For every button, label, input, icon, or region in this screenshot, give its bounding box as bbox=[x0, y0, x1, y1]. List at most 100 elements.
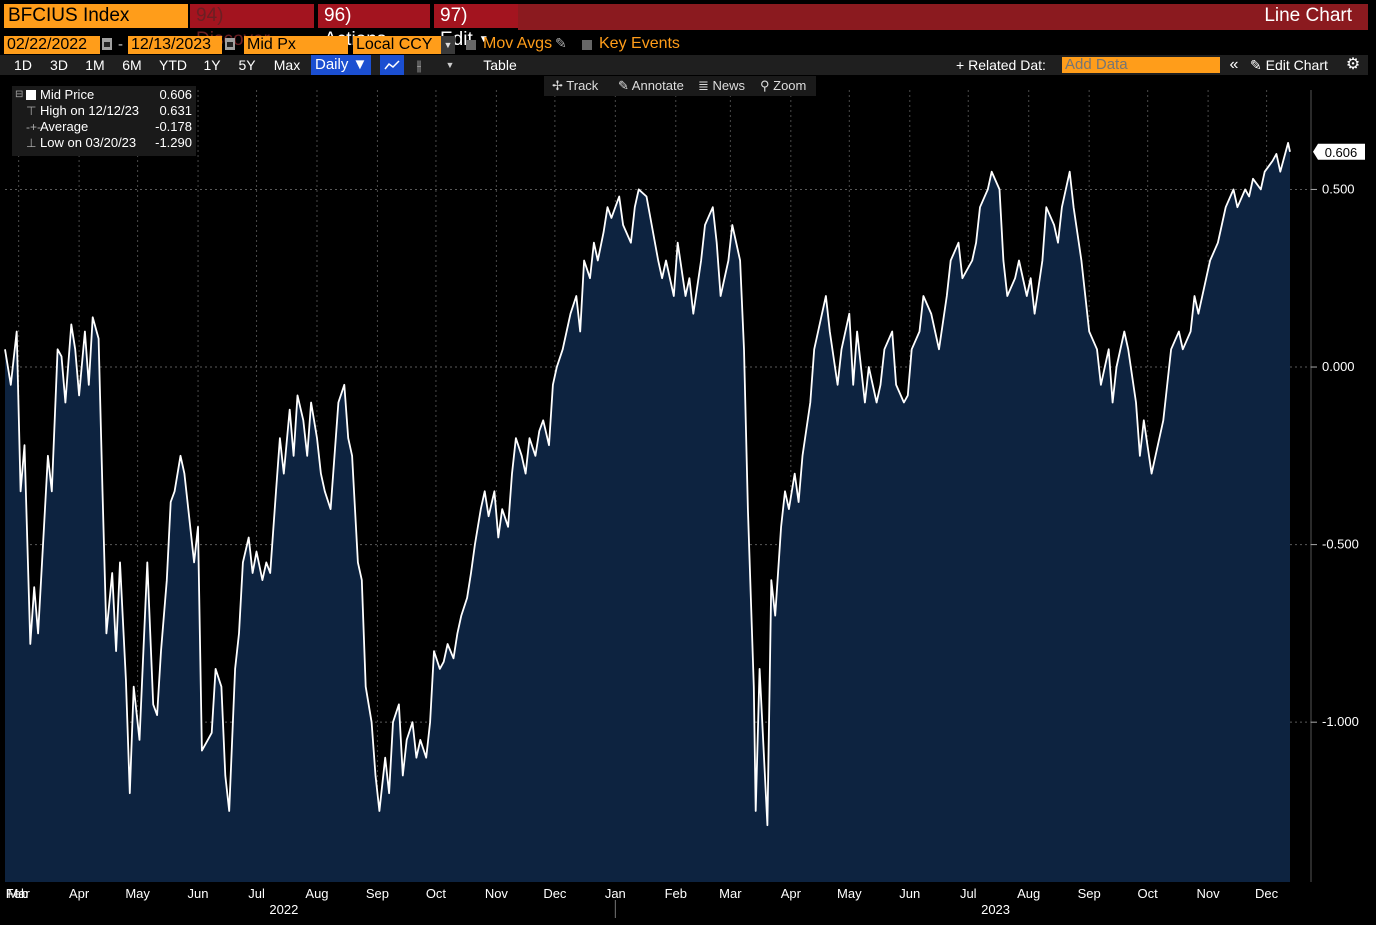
calendar-icon[interactable] bbox=[102, 38, 112, 50]
x-tick-label: Jan bbox=[605, 886, 626, 901]
chevron-down-icon[interactable]: ▼ bbox=[441, 36, 455, 54]
date-separator: - bbox=[118, 36, 123, 53]
x-tick-label: Dec bbox=[1255, 886, 1279, 901]
legend-row-high: ⊤ High on 12/12/23 0.631 bbox=[12, 103, 196, 119]
edit-menu[interactable]: 97) Edit ▼ bbox=[434, 4, 518, 50]
y-tick-label: -0.500 bbox=[1322, 537, 1359, 552]
crosshair-icon: ✢ bbox=[552, 78, 567, 93]
chart-toolbar bbox=[544, 76, 816, 96]
average-marker-icon: -+- bbox=[26, 120, 41, 134]
range-1d-button[interactable]: 1D bbox=[14, 57, 32, 73]
legend-box: ⊟ Mid Price 0.606 ⊤ High on 12/12/23 0.6… bbox=[12, 86, 196, 156]
track-label: Track bbox=[566, 78, 599, 93]
legend-row-series: ⊟ Mid Price 0.606 bbox=[12, 87, 196, 103]
start-date-field[interactable]: 02/22/2022 bbox=[4, 36, 100, 54]
news-icon: ≣ bbox=[698, 78, 713, 93]
price-field-select[interactable]: Mid Px bbox=[244, 36, 348, 54]
range-ytd-button[interactable]: YTD bbox=[159, 57, 187, 73]
pencil-icon: ✎ bbox=[1250, 57, 1266, 73]
x-tick-label: Jul bbox=[248, 886, 265, 901]
pencil-icon: ✎ bbox=[618, 78, 632, 93]
y-tick-label: -1.000 bbox=[1322, 714, 1359, 729]
range-6m-button[interactable]: 6M bbox=[122, 57, 142, 73]
legend-high-label: High on 12/12/23 bbox=[40, 103, 140, 118]
x-tick-label: Nov bbox=[1197, 886, 1221, 901]
mov-avgs-label[interactable]: Mov Avgs bbox=[483, 35, 553, 52]
table-button[interactable]: Table bbox=[483, 57, 517, 73]
last-value-badge bbox=[1313, 143, 1365, 160]
zoom-label: Zoom bbox=[773, 78, 807, 93]
legend-series-label: Mid Price bbox=[40, 87, 95, 102]
x-tick-label: Aug bbox=[305, 886, 328, 901]
legend-series-value: 0.606 bbox=[159, 87, 192, 102]
x-tick-label: Sep bbox=[1078, 886, 1101, 901]
year-label: 2023 bbox=[981, 902, 1010, 917]
plus-icon: + bbox=[956, 57, 969, 73]
x-tick-label: Mar bbox=[7, 886, 30, 901]
news-button[interactable]: ≣ News bbox=[698, 76, 745, 96]
line-chart-icon[interactable] bbox=[380, 55, 404, 75]
year-label: 2022 bbox=[269, 902, 298, 917]
frequency-select[interactable]: Daily ▼ bbox=[311, 55, 371, 75]
x-tick-label: Apr bbox=[69, 886, 90, 901]
annotate-label: Annotate bbox=[631, 78, 684, 93]
range-3d-button[interactable]: 3D bbox=[50, 57, 68, 73]
legend-average-label: Average bbox=[40, 119, 89, 134]
x-tick-label: Jul bbox=[960, 886, 977, 901]
x-tick-label: Jun bbox=[899, 886, 920, 901]
x-tick-label: Feb bbox=[6, 886, 28, 901]
add-data-input[interactable] bbox=[1062, 57, 1220, 73]
edit-chart-label: Edit Chart bbox=[1265, 57, 1328, 73]
range-5y-button[interactable]: 5Y bbox=[238, 57, 256, 73]
series-swatch bbox=[26, 90, 36, 100]
related-data-label: Related Dat: bbox=[968, 57, 1046, 73]
calendar-icon[interactable] bbox=[225, 38, 235, 50]
range-1y-button[interactable]: 1Y bbox=[203, 57, 221, 73]
currency-select[interactable]: Local CCY bbox=[353, 36, 441, 54]
news-label: News bbox=[712, 78, 746, 93]
annotate-button[interactable]: ✎ Annotate bbox=[618, 76, 684, 96]
bar-chart-icon[interactable]: ⫲ bbox=[416, 57, 422, 73]
search-icon: ⚲ bbox=[760, 78, 774, 93]
ticker-field[interactable]: BFCIUS Index bbox=[4, 4, 188, 28]
zoom-button[interactable]: ⚲ Zoom bbox=[760, 76, 806, 96]
price-area-fill bbox=[5, 142, 1290, 882]
chevron-down-icon[interactable]: ▼ bbox=[445, 60, 455, 70]
legend-row-low: ⊥ Low on 03/20/23 -1.290 bbox=[12, 135, 196, 151]
track-button[interactable]: ✢ Track bbox=[552, 76, 598, 96]
key-events-checkbox[interactable] bbox=[582, 40, 592, 50]
x-tick-label: Dec bbox=[543, 886, 567, 901]
range-max-button[interactable]: Max bbox=[273, 57, 301, 73]
x-tick-label: Feb bbox=[665, 886, 687, 901]
gear-icon[interactable]: ⚙ bbox=[1345, 56, 1361, 73]
x-tick-label: May bbox=[125, 886, 150, 901]
last-value-tag: 0.606 bbox=[1313, 143, 1365, 160]
x-tick-label: Nov bbox=[485, 886, 509, 901]
price-line bbox=[4, 141, 1291, 827]
related-data-button[interactable]: + Related Dat: bbox=[956, 55, 1046, 75]
x-tick-label: Aug bbox=[1017, 886, 1040, 901]
legend-low-label: Low on 03/20/23 bbox=[40, 135, 137, 150]
chevron-down-icon: ▼ bbox=[478, 34, 489, 45]
key-events-label[interactable]: Key Events bbox=[599, 35, 680, 52]
range-1m-button[interactable]: 1M bbox=[85, 57, 105, 73]
x-tick-label: Apr bbox=[781, 886, 802, 901]
x-tick-label: Oct bbox=[426, 886, 447, 901]
y-tick-label: 0.000 bbox=[1322, 359, 1355, 374]
y-tick-label: 0.500 bbox=[1322, 181, 1355, 196]
x-tick-label: Oct bbox=[1138, 886, 1159, 901]
legend-average-value: -0.178 bbox=[155, 119, 192, 134]
collapse-icon[interactable]: « bbox=[1229, 56, 1239, 73]
y-axis-ticks: 0.500 0.000 -0.500 -1.000 bbox=[1311, 181, 1359, 729]
x-tick-label: Jun bbox=[188, 886, 209, 901]
edit-chart-button[interactable]: ✎ Edit Chart bbox=[1250, 55, 1328, 75]
pencil-icon[interactable]: ✎ bbox=[555, 35, 567, 51]
collapse-icon[interactable]: ⊟ bbox=[15, 89, 24, 100]
mov-avgs-checkbox[interactable] bbox=[466, 40, 476, 50]
legend-low-value: -1.290 bbox=[155, 135, 192, 150]
x-tick-label: May bbox=[837, 886, 862, 901]
end-date-field[interactable]: 12/13/2023 bbox=[128, 36, 222, 54]
x-tick-label: Sep bbox=[366, 886, 389, 901]
